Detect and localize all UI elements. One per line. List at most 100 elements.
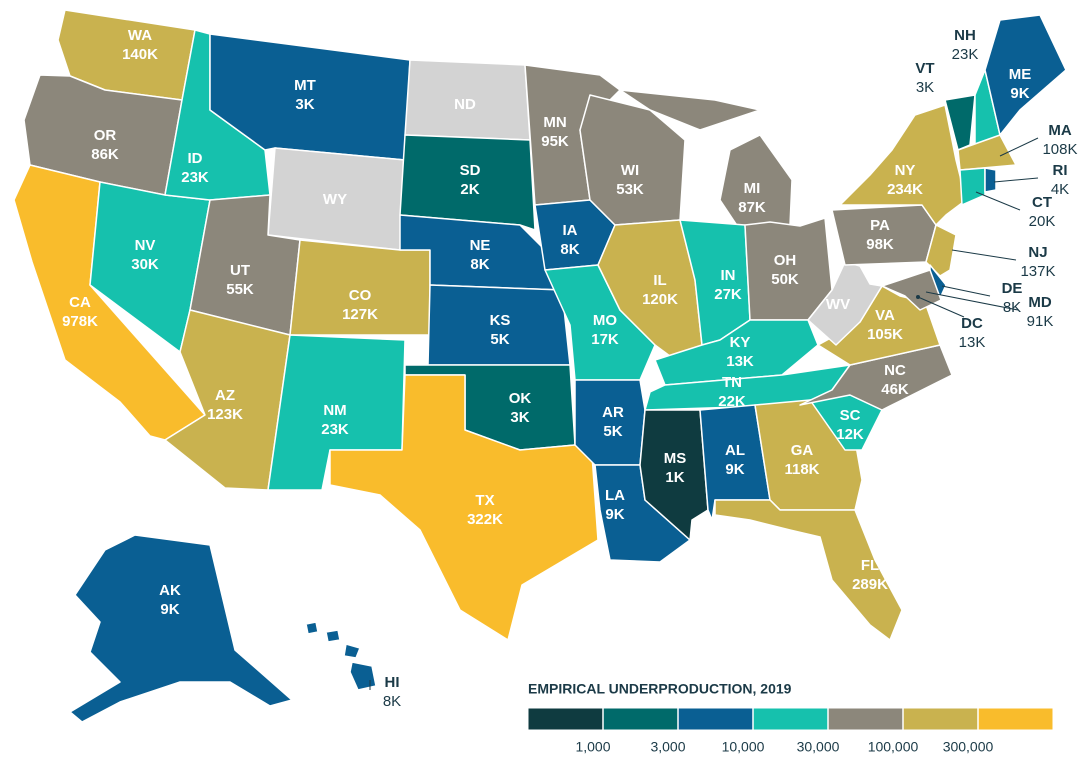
state-name: FL	[861, 557, 879, 574]
state-shape	[957, 134, 1017, 171]
leader-line	[941, 285, 991, 297]
state-value: 4K	[1051, 181, 1069, 198]
state-name: MA	[1048, 122, 1071, 139]
state-value: 27K	[714, 286, 742, 303]
state-value: 86K	[91, 146, 119, 163]
state-name: NY	[895, 162, 916, 179]
legend-swatch	[602, 707, 679, 731]
state-value: 9K	[605, 506, 624, 523]
state-name: KS	[490, 312, 511, 329]
state-value: 2K	[460, 181, 479, 198]
state-shape	[329, 374, 599, 641]
state-name: CO	[349, 287, 372, 304]
state-value: 13K	[726, 353, 754, 370]
state-name: ND	[454, 96, 476, 113]
state-value: 289K	[852, 576, 888, 593]
state-name: MT	[294, 77, 316, 94]
state-name: NE	[470, 237, 491, 254]
state-shape	[984, 167, 997, 193]
state-value: 30K	[131, 256, 159, 273]
state-value: 5K	[490, 331, 509, 348]
legend-swatch	[752, 707, 829, 731]
state-value: 8K	[383, 693, 401, 710]
state-name: SC	[840, 407, 861, 424]
state-name: AK	[159, 582, 181, 599]
legend-tick-label: 10,000	[722, 739, 765, 755]
state-shape	[925, 224, 957, 277]
leader-line	[999, 137, 1039, 157]
state-value: 140K	[122, 46, 158, 63]
leader-line	[993, 177, 1039, 183]
state-value: 137K	[1020, 263, 1055, 280]
state-name: DC	[961, 315, 983, 332]
leader-line	[951, 249, 1017, 261]
state-value: 234K	[887, 181, 923, 198]
state-name: CT	[1032, 194, 1052, 211]
state-name: VT	[915, 60, 934, 77]
state-shape	[69, 534, 293, 723]
state-value: 20K	[1029, 213, 1056, 230]
state-value: 978K	[62, 313, 98, 330]
state-shape	[959, 167, 986, 206]
leader-line	[975, 191, 1021, 211]
legend-swatch	[527, 707, 604, 731]
state-value: 9K	[1010, 85, 1029, 102]
state-name: VA	[875, 307, 895, 324]
state-value: 91K	[1027, 313, 1054, 330]
state-name: IA	[563, 222, 578, 239]
state-value: 50K	[771, 271, 799, 288]
legend-swatch	[677, 707, 754, 731]
state-name: RI	[1053, 162, 1068, 179]
state-name: ID	[188, 150, 203, 167]
state-name: NV	[135, 237, 156, 254]
legend-title: EMPIRICAL UNDERPRODUCTION, 2019	[528, 681, 792, 697]
state-name: UT	[230, 262, 250, 279]
state-name: NC	[884, 362, 906, 379]
legend-swatch	[902, 707, 979, 731]
state-value: 127K	[342, 306, 378, 323]
state-name: PA	[870, 217, 890, 234]
state-shape	[839, 104, 967, 226]
state-name: IN	[721, 267, 736, 284]
state-value: 108K	[1042, 141, 1077, 158]
state-name: HI	[385, 674, 400, 691]
state-name: AR	[602, 404, 624, 421]
legend-swatch	[827, 707, 904, 731]
state-name: WI	[621, 162, 639, 179]
state-name: IL	[653, 272, 666, 289]
state-value: 17K	[591, 331, 619, 348]
state-value: 23K	[181, 169, 209, 186]
state-name: AZ	[215, 387, 235, 404]
state-value: 55K	[226, 281, 254, 298]
legend-swatch	[977, 707, 1054, 731]
legend-tick-label: 300,000	[943, 739, 994, 755]
state-value: 322K	[467, 511, 503, 528]
state-name: WY	[323, 191, 347, 208]
state-name: OR	[94, 127, 117, 144]
state-name: MD	[1028, 294, 1051, 311]
state-value: 3K	[916, 79, 934, 96]
state-name: WV	[826, 296, 850, 313]
legend-tick-label: 30,000	[797, 739, 840, 755]
state-name: MN	[543, 114, 566, 131]
state-value: 8K	[470, 256, 489, 273]
state-value: 98K	[866, 236, 894, 253]
state-shape	[714, 499, 903, 641]
state-shape	[744, 217, 833, 321]
state-value: 9K	[725, 461, 744, 478]
state-shape	[399, 134, 536, 231]
legend-tick-label: 100,000	[868, 739, 919, 755]
state-value: 9K	[160, 601, 179, 618]
state-value: 53K	[616, 181, 644, 198]
state-value: 12K	[836, 426, 864, 443]
state-value: 120K	[642, 291, 678, 308]
state-shape	[799, 344, 953, 411]
state-name: MO	[593, 312, 617, 329]
state-name: ME	[1009, 66, 1032, 83]
state-value: 123K	[207, 406, 243, 423]
state-name: AL	[725, 442, 745, 459]
state-name: MS	[664, 450, 687, 467]
state-shape	[807, 261, 883, 346]
state-value: 8K	[1003, 299, 1021, 316]
state-value: 118K	[784, 461, 819, 478]
